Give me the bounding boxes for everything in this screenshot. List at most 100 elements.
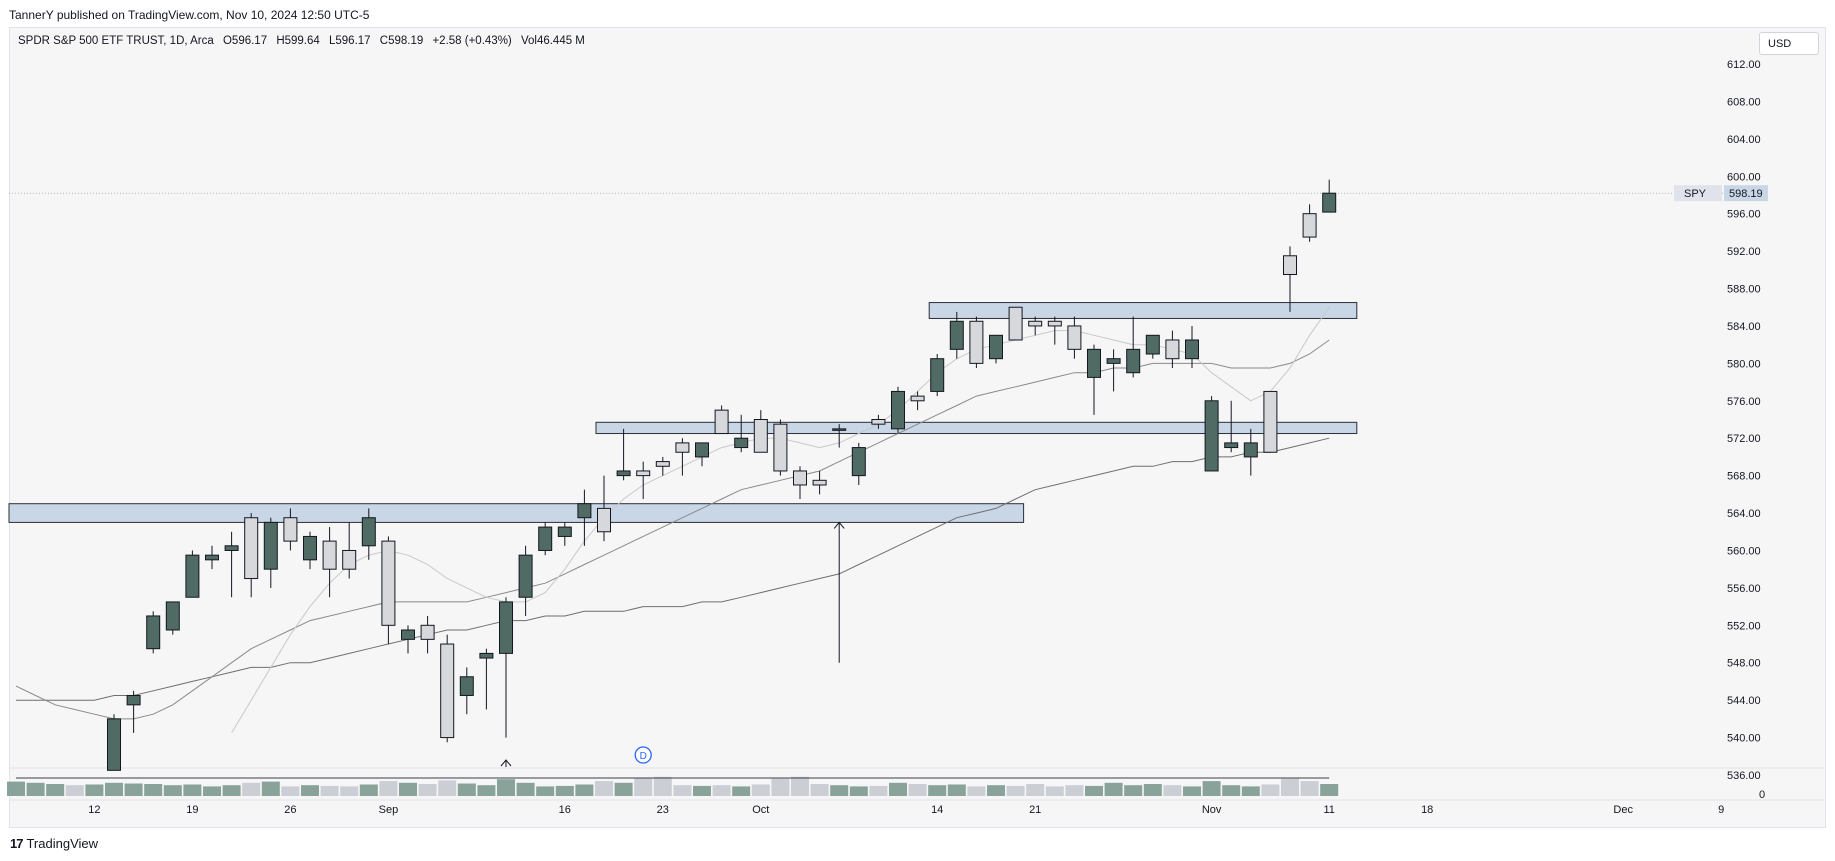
candle-body[interactable] — [557, 526, 572, 537]
annotation-arrow-head — [500, 759, 512, 767]
candle-body[interactable] — [1145, 334, 1160, 355]
candle-body[interactable] — [636, 470, 651, 477]
candle-body[interactable] — [126, 694, 141, 706]
candle-body[interactable] — [146, 615, 161, 650]
price-axis-label: 600.00 — [1727, 171, 1761, 183]
candle-body[interactable] — [1224, 442, 1239, 449]
volume-bar — [203, 786, 221, 796]
volume-bar — [1261, 784, 1280, 796]
candle-body[interactable] — [479, 652, 494, 659]
time-axis-label: 18 — [1421, 804, 1433, 816]
candle-body[interactable] — [675, 442, 690, 453]
candle-body[interactable] — [773, 423, 788, 472]
candle-body[interactable] — [1047, 320, 1062, 327]
symbol-title[interactable]: SPDR S&P 500 ETF TRUST, 1D, Arca — [18, 35, 214, 47]
tradingview-brand[interactable]: 17 TradingView — [10, 836, 98, 851]
dividend-badge[interactable] — [634, 746, 652, 764]
candle-body[interactable] — [616, 470, 631, 477]
candle-body[interactable] — [440, 643, 455, 739]
price-axis-label: 568.00 — [1727, 471, 1761, 483]
last-price-tag[interactable] — [1724, 185, 1768, 202]
volume-bar — [183, 784, 202, 796]
candle-body[interactable] — [1263, 390, 1278, 453]
candle-body[interactable] — [734, 437, 749, 449]
candle-body[interactable] — [832, 428, 847, 431]
candle-body[interactable] — [420, 624, 435, 640]
time-axis-label: 26 — [284, 804, 296, 816]
candle-body[interactable] — [263, 521, 278, 570]
price-axis-label: 544.00 — [1727, 695, 1761, 707]
time-axis-label: 14 — [931, 804, 943, 816]
volume-bar — [595, 781, 613, 796]
candle-body[interactable] — [871, 419, 886, 425]
candle-body[interactable] — [793, 470, 807, 486]
price-axis-label: 584.00 — [1727, 321, 1761, 333]
candle-body[interactable] — [303, 535, 317, 561]
candle-body[interactable] — [499, 601, 513, 654]
candle-body[interactable] — [891, 390, 905, 430]
candle-body[interactable] — [851, 447, 866, 477]
candle-body[interactable] — [361, 517, 376, 547]
candle-body[interactable] — [753, 419, 768, 453]
candle-body[interactable] — [949, 320, 964, 350]
candle-body[interactable] — [283, 517, 298, 542]
candle-body[interactable] — [1126, 348, 1141, 374]
candle-body[interactable] — [107, 718, 121, 771]
legend-open: O596.17 — [222, 35, 268, 47]
candle-body[interactable] — [597, 507, 611, 533]
candle-body[interactable] — [1283, 255, 1297, 275]
candle-body[interactable] — [1204, 400, 1219, 472]
candle-body[interactable] — [930, 358, 945, 392]
candle-body[interactable] — [695, 442, 709, 458]
candle-body[interactable] — [1087, 348, 1101, 378]
volume-bar — [712, 785, 731, 796]
candle-body[interactable] — [381, 540, 396, 626]
candle-body[interactable] — [1185, 339, 1199, 360]
candle-body[interactable] — [459, 676, 474, 696]
time-axis-label: 16 — [559, 804, 571, 816]
candle-body[interactable] — [1106, 358, 1121, 364]
volume-bar — [242, 782, 261, 796]
candle-body[interactable] — [989, 334, 1003, 360]
candle-body[interactable] — [401, 629, 415, 640]
candle-body[interactable] — [322, 540, 337, 570]
volume-bar — [261, 781, 280, 796]
candle-body[interactable] — [1165, 339, 1180, 360]
support-zone-3[interactable] — [928, 302, 1358, 319]
candle-body[interactable] — [1028, 320, 1043, 327]
candle-body[interactable] — [205, 554, 219, 561]
candle-body[interactable] — [185, 554, 200, 598]
volume-bar — [1281, 778, 1299, 796]
time-axis-label: 9 — [1718, 804, 1724, 816]
candle-body[interactable] — [244, 517, 259, 580]
candle-body[interactable] — [910, 395, 925, 402]
currency-button[interactable]: USD — [1759, 32, 1819, 55]
price-axis-label: 548.00 — [1727, 658, 1761, 670]
candle-body[interactable] — [1008, 306, 1023, 341]
volume-bar — [1085, 785, 1103, 796]
candle-body[interactable] — [1322, 192, 1337, 213]
price-axis-label: 604.00 — [1727, 134, 1761, 146]
candle-body[interactable] — [812, 479, 827, 486]
candle-body[interactable] — [714, 409, 729, 435]
candle-body[interactable] — [165, 601, 180, 631]
legend-close: C598.19 — [379, 35, 424, 47]
volume-bar — [144, 784, 163, 796]
candle-body[interactable] — [577, 503, 592, 519]
candle-body[interactable] — [969, 320, 984, 364]
candle-body[interactable] — [1302, 213, 1317, 238]
price-axis-label: 596.00 — [1727, 209, 1761, 221]
candle-body[interactable] — [1243, 442, 1258, 458]
volume-bar — [1143, 784, 1162, 796]
candle-body[interactable] — [518, 554, 533, 598]
support-zone-2[interactable] — [595, 421, 1358, 435]
candle-body[interactable] — [342, 549, 357, 570]
candle-body[interactable] — [538, 526, 553, 551]
time-axis-label: Nov — [1202, 804, 1222, 816]
candle-body[interactable] — [655, 461, 670, 467]
volume-bar — [1124, 785, 1143, 796]
candle-body[interactable] — [224, 545, 239, 551]
candle-body[interactable] — [1067, 325, 1082, 350]
support-zone-1[interactable] — [8, 503, 1025, 523]
